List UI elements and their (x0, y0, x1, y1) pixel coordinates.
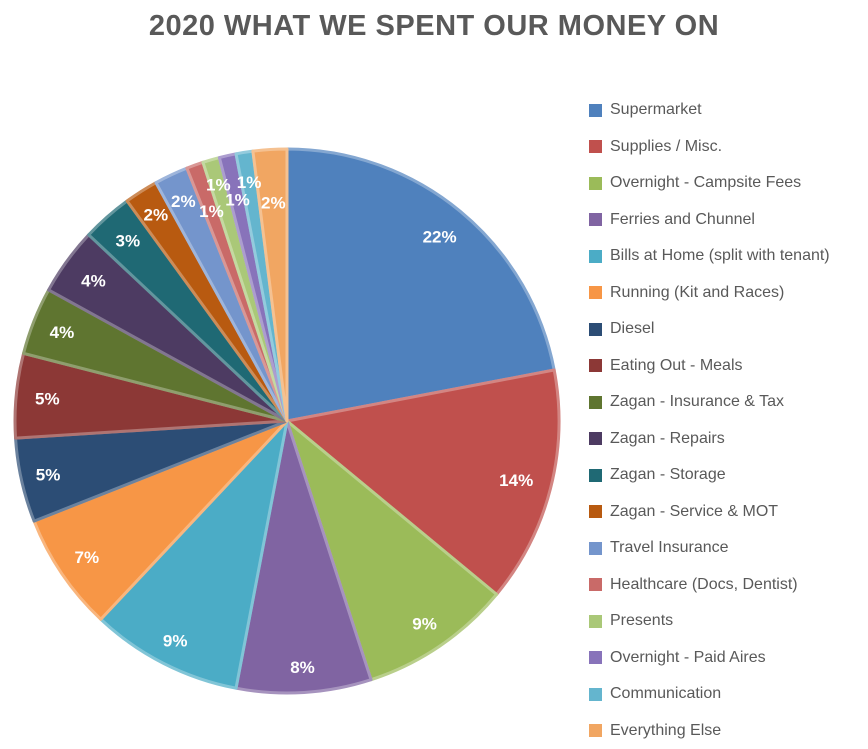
legend-swatch-icon (589, 505, 602, 518)
slice-percent-label-healthcare-docs-dentist: 1% (199, 202, 224, 221)
slice-percent-label-overnight-paid-aires: 1% (225, 190, 250, 209)
legend-label: Everything Else (610, 723, 721, 739)
legend-item-eating-out-meals[interactable]: Eating Out - Meals (589, 348, 830, 385)
legend-label: Bills at Home (split with tenant) (610, 248, 830, 264)
legend-label: Presents (610, 613, 673, 629)
legend-item-supplies-misc[interactable]: Supplies / Misc. (589, 129, 830, 166)
slice-percent-label-supermarket: 22% (423, 228, 457, 247)
slice-percent-label-ferries-and-chunnel: 8% (290, 658, 315, 677)
slice-percent-label-overnight-campsite-fees: 9% (412, 615, 437, 634)
legend-item-travel-insurance[interactable]: Travel Insurance (589, 530, 830, 567)
legend-swatch-icon (589, 213, 602, 226)
legend-item-zagan-service-mot[interactable]: Zagan - Service & MOT (589, 494, 830, 531)
legend-swatch-icon (589, 140, 602, 153)
legend-swatch-icon (589, 469, 602, 482)
legend-label: Travel Insurance (610, 540, 729, 556)
legend-item-bills-at-home-split-with-tenant[interactable]: Bills at Home (split with tenant) (589, 238, 830, 275)
legend-label: Supplies / Misc. (610, 139, 722, 155)
slice-percent-label-zagan-storage: 3% (116, 232, 141, 251)
legend-label: Ferries and Chunnel (610, 212, 755, 228)
legend-item-overnight-paid-aires[interactable]: Overnight - Paid Aires (589, 640, 830, 677)
chart-legend: Supermarket Supplies / Misc. Overnight - C… (589, 92, 830, 749)
slice-percent-label-zagan-repairs: 4% (81, 271, 106, 290)
legend-label: Eating Out - Meals (610, 358, 743, 374)
slice-percent-label-bills-at-home-split-with-tenant: 9% (163, 631, 188, 650)
legend-label: Zagan - Storage (610, 467, 726, 483)
legend-item-overnight-campsite-fees[interactable]: Overnight - Campsite Fees (589, 165, 830, 202)
legend-item-zagan-repairs[interactable]: Zagan - Repairs (589, 421, 830, 458)
legend-swatch-icon (589, 250, 602, 263)
legend-swatch-icon (589, 724, 602, 737)
legend-swatch-icon (589, 286, 602, 299)
slice-percent-label-supplies-misc: 14% (499, 471, 533, 490)
legend-item-supermarket[interactable]: Supermarket (589, 92, 830, 129)
slice-percent-label-zagan-service-mot: 2% (144, 205, 169, 224)
legend-label: Zagan - Insurance & Tax (610, 394, 784, 410)
legend-label: Communication (610, 686, 721, 702)
legend-swatch-icon (589, 578, 602, 591)
legend-swatch-icon (589, 396, 602, 409)
legend-swatch-icon (589, 359, 602, 372)
slice-percent-label-travel-insurance: 2% (171, 192, 196, 211)
pie-chart: 22%14%9%8%9%7%5%5%4%4%3%2%2%1%1%1%1%2% (0, 0, 580, 747)
legend-item-ferries-and-chunnel[interactable]: Ferries and Chunnel (589, 202, 830, 239)
legend-label: Supermarket (610, 102, 702, 118)
legend-label: Running (Kit and Races) (610, 285, 784, 301)
legend-label: Zagan - Service & MOT (610, 504, 778, 520)
legend-label: Zagan - Repairs (610, 431, 725, 447)
slice-percent-label-communication: 1% (237, 173, 262, 192)
legend-item-zagan-storage[interactable]: Zagan - Storage (589, 457, 830, 494)
legend-item-everything-else[interactable]: Everything Else (589, 713, 830, 749)
legend-item-healthcare-docs-dentist[interactable]: Healthcare (Docs, Dentist) (589, 567, 830, 604)
legend-swatch-icon (589, 651, 602, 664)
legend-label: Overnight - Campsite Fees (610, 175, 801, 191)
legend-swatch-icon (589, 432, 602, 445)
legend-label: Healthcare (Docs, Dentist) (610, 577, 798, 593)
legend-swatch-icon (589, 542, 602, 555)
legend-swatch-icon (589, 615, 602, 628)
slice-percent-label-running-kit-and-races: 7% (75, 548, 100, 567)
legend-swatch-icon (589, 177, 602, 190)
legend-swatch-icon (589, 104, 602, 117)
slice-percent-label-everything-else: 2% (261, 194, 286, 213)
legend-item-running-kit-and-races[interactable]: Running (Kit and Races) (589, 275, 830, 312)
legend-item-zagan-insurance-tax[interactable]: Zagan - Insurance & Tax (589, 384, 830, 421)
legend-item-presents[interactable]: Presents (589, 603, 830, 640)
legend-swatch-icon (589, 688, 602, 701)
legend-item-communication[interactable]: Communication (589, 676, 830, 713)
legend-swatch-icon (589, 323, 602, 336)
slice-percent-label-zagan-insurance-tax: 4% (50, 323, 75, 342)
slice-percent-label-diesel: 5% (36, 466, 61, 485)
slice-percent-label-eating-out-meals: 5% (35, 389, 60, 408)
legend-label: Overnight - Paid Aires (610, 650, 766, 666)
legend-item-diesel[interactable]: Diesel (589, 311, 830, 348)
legend-label: Diesel (610, 321, 654, 337)
